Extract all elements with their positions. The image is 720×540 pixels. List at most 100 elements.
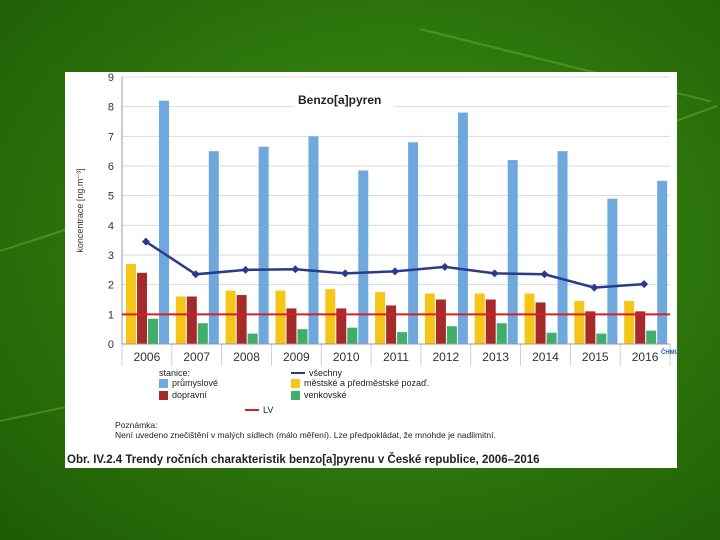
bar-dopravní: [137, 272, 147, 344]
legend-label: průmyslové: [172, 378, 219, 388]
line-point: [191, 270, 200, 279]
line-point: [640, 280, 649, 289]
line-point: [141, 237, 150, 246]
bar-městské a předměstské pozaď.: [474, 293, 485, 344]
bar-průmyslové: [308, 136, 319, 344]
bar-venkovské: [596, 333, 607, 344]
bar-dopravní: [186, 296, 197, 344]
bar-dopravní: [585, 311, 596, 344]
legend-line-swatch: [245, 409, 259, 411]
legend-label: LV: [263, 405, 274, 415]
legend-item-lv: LV: [245, 405, 273, 415]
note-heading: Poznámka:: [115, 420, 158, 430]
y-axis-label: koncentrace [ng.m⁻³]: [75, 168, 85, 252]
bar-dopravní: [336, 308, 347, 344]
bar-venkovské: [496, 323, 507, 344]
bar-venkovské: [247, 333, 258, 344]
y-tick-label: 9: [108, 72, 114, 84]
x-tick-label: 2014: [532, 350, 559, 364]
bar-průmyslové: [159, 100, 169, 344]
bar-průmyslové: [607, 198, 618, 344]
line-point: [440, 262, 449, 271]
x-tick-label: 2009: [283, 350, 310, 364]
bar-venkovské: [347, 327, 358, 344]
legend-item-rural: venkovské: [291, 390, 347, 400]
bar-venkovské: [646, 330, 657, 344]
x-tick-label: 2010: [333, 350, 360, 364]
legend-swatch: [159, 390, 168, 400]
bar-dopravní: [535, 302, 546, 344]
x-tick-label: 2012: [432, 350, 459, 364]
figure-caption: Obr. IV.2.4 Trendy ročních charakteristi…: [67, 454, 540, 466]
y-tick-label: 0: [108, 339, 114, 351]
bar-dopravní: [286, 308, 297, 344]
legend-label: dopravní: [172, 390, 208, 400]
y-tick-label: 6: [108, 161, 114, 173]
bar-venkovské: [297, 329, 308, 344]
bar-venkovské: [197, 323, 208, 344]
bar-městské a předměstské pozaď.: [574, 300, 585, 344]
y-tick-label: 8: [108, 102, 114, 114]
legend-title: stanice:: [159, 368, 191, 378]
x-tick-label: 2006: [134, 350, 161, 364]
line-point: [291, 265, 300, 274]
line-point: [241, 265, 250, 274]
line-point: [540, 270, 549, 279]
note-text: Není uvedeno znečištění v malých sídlech…: [115, 430, 496, 440]
bar-dopravní: [435, 299, 446, 344]
chart: 0 1 2 3 4 5 6 7 8 9 koncentrace [ng.m⁻³] 2006 2007 20…: [75, 72, 671, 366]
x-tick-label: 2015: [582, 350, 609, 364]
legend-swatch: [291, 378, 300, 388]
line-point: [590, 283, 599, 292]
bar-průmyslové: [258, 146, 269, 344]
legend-line-swatch: [291, 372, 305, 374]
bar-městské a předměstské pozaď.: [375, 292, 386, 344]
line-point: [490, 269, 499, 278]
legend-item-industrial: průmyslové: [159, 378, 218, 388]
bar-průmyslové: [557, 151, 568, 344]
bar-městské a předměstské pozaď.: [225, 290, 236, 344]
decor-streak: [0, 405, 69, 422]
bar-městské a předměstské pozaď.: [325, 289, 336, 344]
bar-venkovské: [546, 332, 557, 344]
decor-streak: [0, 228, 67, 252]
decor-streak: [675, 105, 718, 122]
bar-průmyslové: [358, 170, 369, 344]
x-tick-label: 2007: [183, 350, 210, 364]
y-tick-label: 3: [108, 250, 114, 262]
y-tick-label: 7: [108, 131, 114, 143]
y-tick-label: 5: [108, 191, 114, 203]
bar-průmyslové: [408, 142, 419, 344]
x-tick-label: 2013: [482, 350, 509, 364]
legend-label: všechny: [309, 368, 343, 378]
bar-průmyslové: [457, 112, 468, 344]
y-tick-label: 1: [108, 309, 114, 321]
legend-item-traffic: dopravní: [159, 390, 207, 400]
line-point: [341, 269, 350, 278]
legend-swatch: [159, 378, 168, 388]
chmi-logo: ČHMÚ: [661, 350, 679, 356]
legend-item-urban: městské a předměstské pozaď.: [291, 378, 429, 388]
legend-item-all: všechny: [291, 368, 342, 378]
line-point: [391, 267, 399, 276]
bar-průmyslové: [507, 160, 518, 344]
legend-label: venkovské: [304, 390, 347, 400]
x-tick-label: 2008: [233, 350, 260, 364]
bar-venkovské: [148, 318, 158, 344]
y-tick-label: 4: [108, 220, 114, 232]
figure-panel: 0 1 2 3 4 5 6 7 8 9 koncentrace [ng.m⁻³] 2006 2007 20…: [65, 72, 679, 468]
y-tick-label: 2: [108, 280, 114, 292]
bar-venkovské: [397, 332, 408, 344]
bar-městské a předměstské pozaď.: [524, 293, 535, 344]
bar-městské a předměstské pozaď.: [624, 300, 635, 344]
bar-městské a předměstské pozaď.: [126, 263, 136, 344]
bar-dopravní: [236, 295, 247, 344]
bar-průmyslové: [657, 180, 668, 344]
bar-dopravní: [635, 311, 646, 344]
line-všechny: [145, 240, 645, 289]
bar-městské a předměstské pozaď.: [175, 296, 186, 344]
legend-label: městské a předměstské pozaď.: [304, 378, 430, 388]
chart-title: Benzo[a]pyren: [298, 93, 381, 107]
bar-dopravní: [386, 305, 397, 344]
bar-venkovské: [446, 326, 457, 344]
